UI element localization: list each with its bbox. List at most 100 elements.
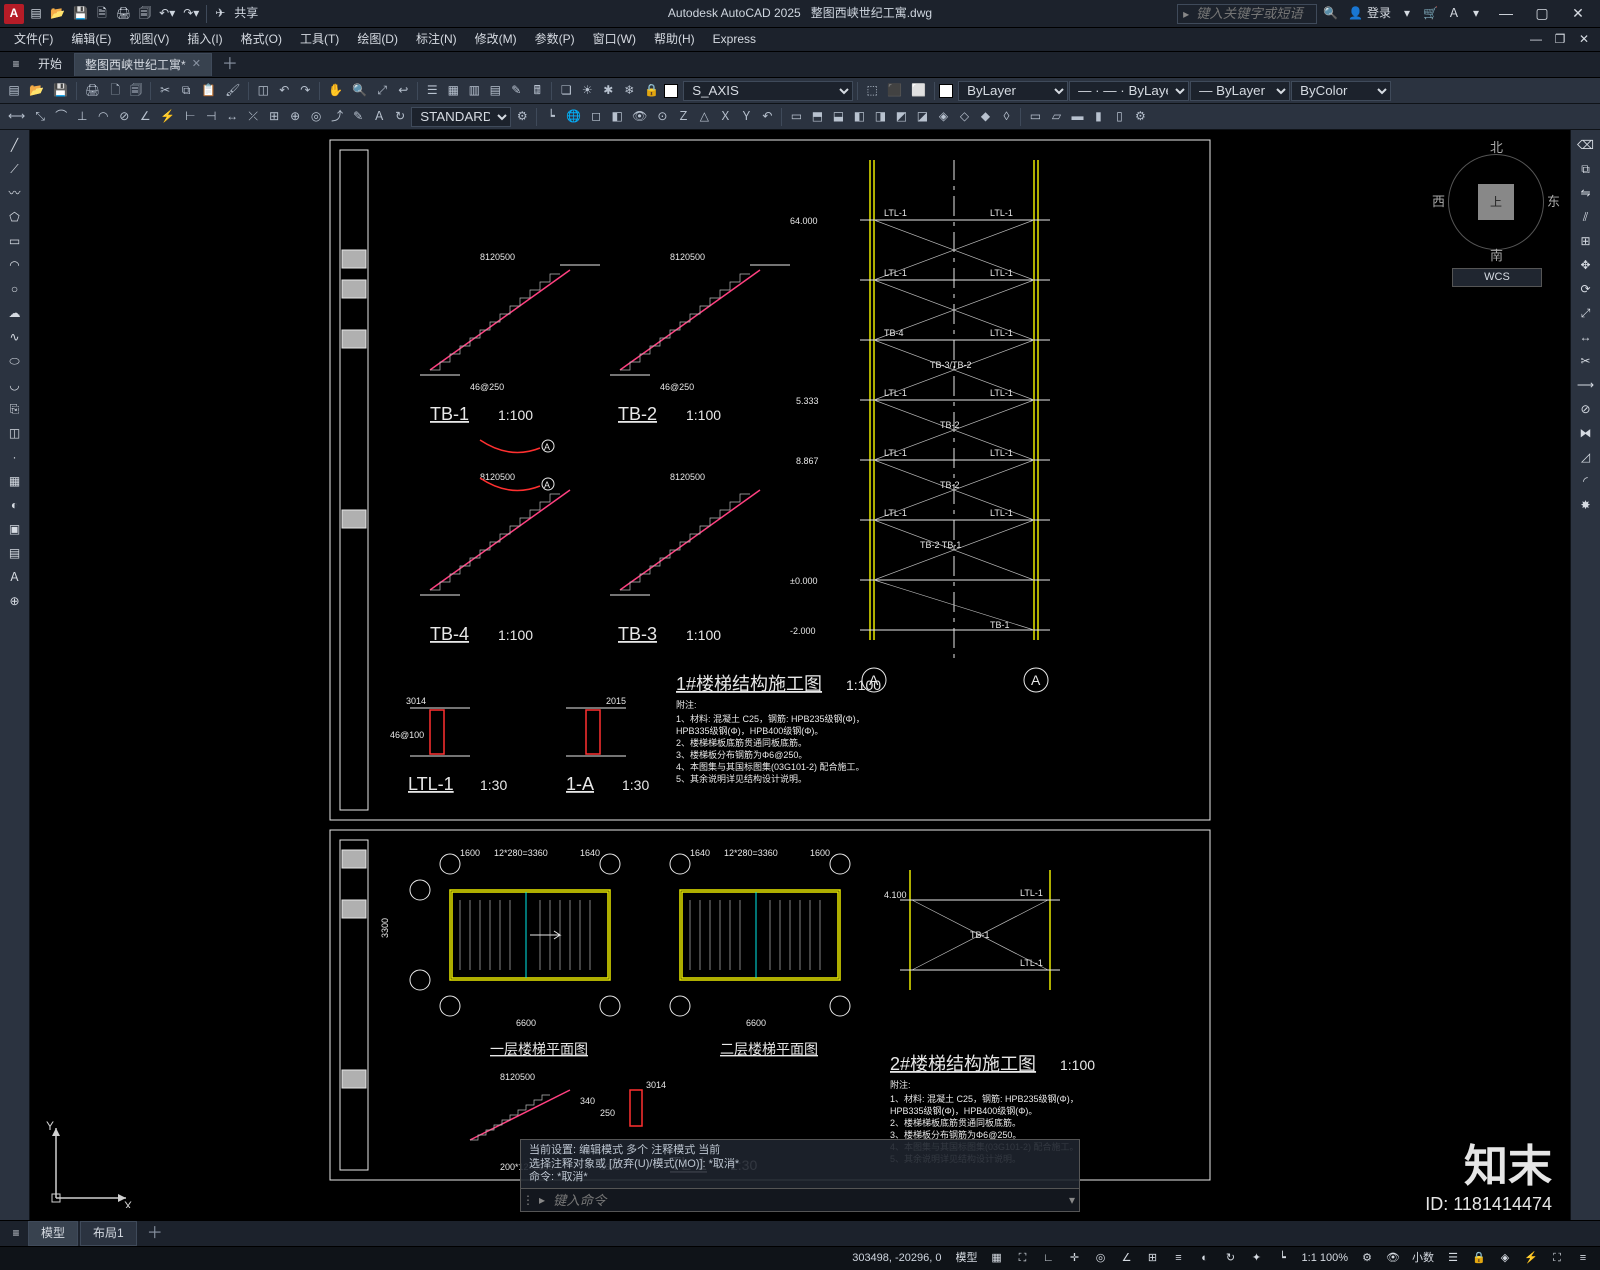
model-tab[interactable]: 模型	[28, 1221, 78, 1245]
search-chevron-icon[interactable]: ▸	[1183, 7, 1189, 21]
grid-toggle-icon[interactable]: ▦	[986, 1249, 1008, 1269]
chamfer-icon[interactable]: ◿	[1574, 446, 1598, 468]
qat-new-icon[interactable]: ▤	[26, 4, 46, 24]
plotcolor-select[interactable]: ByColor	[1291, 81, 1391, 101]
tb-save-icon[interactable]: 💾	[49, 81, 72, 101]
tb-publish-icon[interactable]: 🗐	[126, 81, 146, 101]
view-left-icon[interactable]: ◧	[849, 107, 869, 127]
dim-arc-icon[interactable]: ⌒	[51, 107, 71, 127]
tb-zoomprev-icon[interactable]: ↩	[393, 81, 413, 101]
inspect-icon[interactable]: ◎	[306, 107, 326, 127]
help-dropdown[interactable]: ▾	[1466, 4, 1486, 24]
centermark-icon[interactable]: ⊕	[285, 107, 305, 127]
modelspace-button[interactable]: 模型	[952, 1249, 982, 1269]
dim-diam-icon[interactable]: ⊘	[114, 107, 134, 127]
ucs-world-icon[interactable]: 🌐	[562, 107, 585, 127]
dyn-toggle-icon[interactable]: ⊞	[1142, 1249, 1164, 1269]
tb-layuniso-icon[interactable]: ⬜	[907, 81, 930, 101]
ucs-x-icon[interactable]: Ｘ	[715, 107, 735, 127]
menu-express[interactable]: Express	[705, 29, 764, 49]
join-icon[interactable]: ⧓	[1574, 422, 1598, 444]
menu-view[interactable]: 视图(V)	[121, 29, 177, 49]
explode-icon[interactable]: ✸	[1574, 494, 1598, 516]
qat-undo-icon[interactable]: ↶▾	[155, 4, 179, 24]
table-icon[interactable]: ▤	[3, 542, 27, 564]
cmd-handle-icon[interactable]: ⋮	[521, 1193, 535, 1207]
viewcube-west[interactable]: 西	[1432, 194, 1445, 210]
wcs-label[interactable]: WCS	[1452, 268, 1542, 287]
tb-undo-icon[interactable]: ↶	[274, 81, 294, 101]
annoscale-button[interactable]: 1:1 100%	[1298, 1249, 1352, 1269]
tb-redo-icon[interactable]: ↷	[295, 81, 315, 101]
transp-toggle-icon[interactable]: ◐	[1194, 1249, 1216, 1269]
qat-plot-icon[interactable]: 🖨	[112, 4, 135, 24]
lock-ui-icon[interactable]: 🔒	[1468, 1249, 1490, 1269]
cmd-chevron-icon[interactable]: ▸	[535, 1193, 549, 1207]
tb-zoom-icon[interactable]: 🔍	[348, 81, 371, 101]
vs-real-icon[interactable]: ▮	[1088, 107, 1108, 127]
lwt-toggle-icon[interactable]: ≡	[1168, 1249, 1190, 1269]
ortho-toggle-icon[interactable]: ∟	[1038, 1249, 1060, 1269]
dim-base-icon[interactable]: ⊢	[180, 107, 200, 127]
cart-icon[interactable]: 🛒	[1419, 4, 1442, 24]
dim-cont-icon[interactable]: ⊣	[201, 107, 221, 127]
tb-qcalc-icon[interactable]: 🖩	[527, 81, 547, 101]
view-nwiso-icon[interactable]: ◊	[996, 107, 1016, 127]
command-window[interactable]: 当前设置: 编辑模式 多个 注释模式 当前 选择注释对象或 [放弃(U)/模式(…	[520, 1139, 1080, 1212]
linetype-select[interactable]: — · — · ByLayer	[1069, 81, 1189, 101]
circle-icon[interactable]: ○	[3, 278, 27, 300]
menu-modify[interactable]: 修改(M)	[467, 29, 525, 49]
region-icon[interactable]: ▣	[3, 518, 27, 540]
view-swiso-icon[interactable]: ◈	[933, 107, 953, 127]
tb-pan-icon[interactable]: ✋	[324, 81, 347, 101]
dimupdate-icon[interactable]: ↻	[390, 107, 410, 127]
view-neiso-icon[interactable]: ◆	[975, 107, 995, 127]
dim-ord-icon[interactable]: ⊥	[72, 107, 92, 127]
vs-hidden-icon[interactable]: ▬	[1067, 107, 1087, 127]
hatch-icon[interactable]: ▦	[3, 470, 27, 492]
tb-layiso-icon[interactable]: ⬛	[883, 81, 906, 101]
ucs-3p-icon[interactable]: △	[694, 107, 714, 127]
xline-icon[interactable]: ⟋	[3, 158, 27, 180]
menu-help[interactable]: 帮助(H)	[646, 29, 703, 49]
viewcube-south[interactable]: 南	[1490, 248, 1503, 264]
file-tab[interactable]: 整图西峡世纪工寓* ✕	[74, 53, 212, 76]
trim-icon[interactable]: ✂	[1574, 350, 1598, 372]
view-seiso-icon[interactable]: ◇	[954, 107, 974, 127]
tb-copy-icon[interactable]: ⧉	[176, 81, 196, 101]
layout-menu-icon[interactable]: ≡	[6, 1224, 26, 1244]
ucs-origin-icon[interactable]: ⊙	[652, 107, 672, 127]
spline-icon[interactable]: ∿	[3, 326, 27, 348]
qat-saveas-icon[interactable]: 🗎	[92, 4, 112, 24]
polygon-icon[interactable]: ⬠	[3, 206, 27, 228]
login-button[interactable]: 👤 登录	[1344, 4, 1395, 24]
tb-freeze-icon[interactable]: ❄	[619, 81, 639, 101]
mirror-icon[interactable]: ⇋	[1574, 182, 1598, 204]
tb-new-icon[interactable]: ▤	[4, 81, 24, 101]
tb-ssm-icon[interactable]: ▤	[485, 81, 505, 101]
tb-lock-icon[interactable]: 🔒	[640, 81, 663, 101]
tb-tp-icon[interactable]: ▥	[464, 81, 484, 101]
dimstyle-select[interactable]: STANDARD	[411, 107, 511, 127]
dim-linear-icon[interactable]: ⟷	[4, 107, 29, 127]
tb-dc-icon[interactable]: ▦	[443, 81, 463, 101]
tb-preview-icon[interactable]: 🗋	[105, 81, 125, 101]
tb-markup-icon[interactable]: ✎	[506, 81, 526, 101]
rectangle-icon[interactable]: ▭	[3, 230, 27, 252]
move-icon[interactable]: ✥	[1574, 254, 1598, 276]
infocenter-icon[interactable]: Ａ	[1444, 4, 1464, 24]
customize-icon[interactable]: ≡	[1572, 1249, 1594, 1269]
tb-layer-icon[interactable]: ❏	[556, 81, 576, 101]
units-button[interactable]: 小数	[1408, 1249, 1438, 1269]
ucs-z-icon[interactable]: Ｚ	[673, 107, 693, 127]
search-input[interactable]	[1177, 4, 1317, 24]
break-icon[interactable]: ⊘	[1574, 398, 1598, 420]
doc-restore-icon[interactable]: ❐	[1550, 30, 1570, 50]
copy-icon[interactable]: ⧉	[1574, 158, 1598, 180]
tb-zoomwin-icon[interactable]: ⤢	[372, 81, 392, 101]
viewcube-east[interactable]: 东	[1547, 194, 1560, 210]
close-icon[interactable]: ✕	[192, 58, 201, 71]
menu-format[interactable]: 格式(O)	[233, 29, 290, 49]
minimize-button[interactable]: —	[1488, 1, 1524, 27]
dimtedit-icon[interactable]: Ａ	[369, 107, 389, 127]
